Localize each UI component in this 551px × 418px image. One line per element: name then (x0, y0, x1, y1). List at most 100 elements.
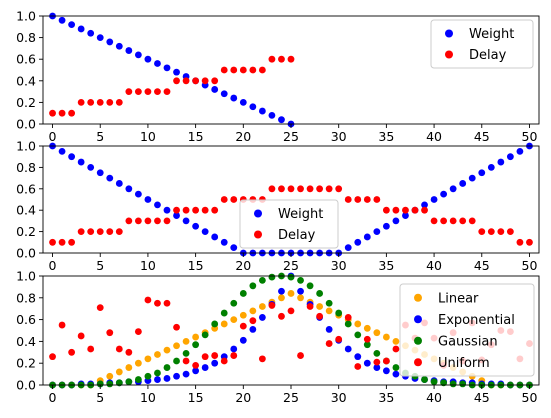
point-delay-1 (58, 109, 66, 117)
point-delay-23 (268, 55, 276, 63)
point-weight-9 (134, 51, 142, 59)
point-uniform-15 (192, 361, 200, 369)
point-weight-16 (201, 228, 209, 236)
point-uniform-24 (278, 312, 285, 320)
point-uniform-27 (306, 303, 314, 310)
point-delay-0 (49, 109, 56, 117)
point-delay-23 (268, 185, 276, 193)
legend-box (239, 199, 339, 249)
point-delay-30 (335, 185, 343, 193)
point-gaussian-41 (440, 379, 448, 387)
point-exponential-36 (392, 370, 400, 378)
point-weight-49 (516, 147, 524, 155)
point-delay-43 (459, 217, 467, 225)
y-tick-label: 0.8 (16, 160, 36, 175)
y-tick-label: 0.0 (16, 117, 36, 132)
point-delay-16 (201, 206, 209, 214)
point-gaussian-5 (96, 380, 104, 388)
point-gaussian-25 (287, 273, 295, 281)
point-exponential-17 (211, 359, 219, 367)
legend-marker-delay (254, 230, 262, 239)
point-weight-1 (58, 147, 66, 155)
legend-marker-delay (445, 50, 453, 59)
point-linear-33 (363, 324, 371, 332)
point-gaussian-10 (144, 372, 152, 380)
panel-2: 0 5 10 15 20 25 30 35 40 45 50 0.0 0.2 0.4 0.6 0.8 1.0 We… (16, 139, 540, 273)
point-uniform-20 (239, 322, 247, 330)
panel-1-points (49, 12, 295, 128)
point-weight-47 (497, 158, 505, 166)
point-weight-43 (459, 180, 467, 187)
point-delay-7 (115, 228, 123, 236)
point-weight-2 (68, 153, 76, 161)
point-weight-24 (278, 116, 285, 124)
point-delay-47 (497, 228, 505, 236)
point-uniform-35 (382, 357, 390, 365)
y-tick-label: 0.6 (16, 312, 36, 327)
point-gaussian-16 (201, 331, 209, 339)
point-delay-41 (440, 217, 448, 225)
y-tick-label: 0.2 (16, 356, 36, 371)
point-gaussian-17 (211, 320, 219, 328)
point-linear-8 (125, 364, 133, 371)
point-delay-21 (249, 66, 257, 74)
point-delay-5 (96, 228, 104, 236)
x-tick-label: 0 (49, 258, 57, 273)
point-delay-36 (392, 206, 400, 214)
y-tick-label: 0.0 (16, 378, 36, 393)
point-delay-18 (220, 196, 228, 203)
y-tick-label: 0.8 (16, 290, 36, 305)
point-gaussian-36 (392, 364, 400, 371)
point-delay-37 (402, 206, 409, 214)
legend-box (399, 283, 535, 377)
point-weight-13 (173, 68, 180, 76)
point-uniform-33 (363, 335, 371, 343)
point-weight-22 (258, 107, 266, 115)
point-uniform-36 (392, 345, 400, 353)
point-weight-21 (249, 103, 257, 111)
panel-2-legend: Weight Delay (239, 199, 339, 249)
point-exponential-34 (373, 364, 381, 371)
point-weight-14 (182, 217, 190, 225)
point-delay-27 (306, 185, 314, 193)
point-exponential-29 (325, 326, 333, 333)
point-weight-7 (115, 42, 123, 50)
point-delay-6 (106, 99, 114, 106)
point-weight-34 (373, 228, 381, 236)
point-delay-39 (421, 206, 428, 214)
point-uniform-28 (316, 312, 324, 320)
point-linear-20 (239, 311, 247, 319)
x-tick-label: 20 (235, 390, 251, 405)
point-weight-12 (163, 206, 171, 214)
x-tick-label: 40 (426, 129, 442, 144)
point-delay-15 (192, 77, 200, 85)
point-delay-10 (144, 217, 152, 225)
point-delay-46 (487, 228, 495, 236)
point-delay-31 (344, 196, 352, 203)
point-weight-5 (96, 169, 104, 177)
point-delay-24 (278, 185, 285, 193)
point-delay-12 (163, 217, 171, 225)
point-weight-40 (430, 196, 438, 203)
x-tick-label: 25 (283, 390, 299, 405)
point-linear-11 (154, 351, 161, 358)
point-weight-4 (87, 29, 95, 37)
legend-marker-linear (414, 293, 422, 302)
point-weight-3 (77, 158, 85, 166)
legend-label-delay: Delay (278, 228, 316, 243)
point-exponential-22 (258, 314, 266, 321)
y-tick-label: 0.8 (16, 30, 36, 45)
point-delay-17 (211, 77, 219, 85)
point-uniform-11 (154, 299, 161, 307)
point-exponential-21 (249, 326, 257, 333)
point-delay-13 (173, 206, 180, 214)
panel-3-legend: Linear Exponential Gaussian Uniform (399, 283, 535, 377)
point-uniform-13 (173, 323, 180, 331)
point-delay-0 (49, 238, 56, 246)
point-weight-6 (106, 38, 114, 46)
point-exponential-31 (344, 345, 352, 353)
x-tick-label: 5 (96, 129, 104, 144)
point-linear-34 (373, 329, 381, 337)
legend-label-gaussian: Gaussian (438, 334, 498, 349)
